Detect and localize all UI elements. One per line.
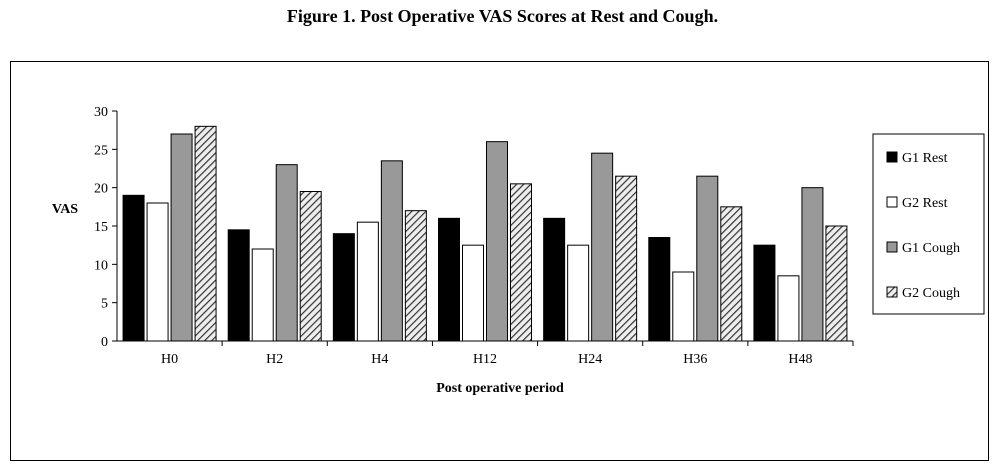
- x-tick-label: H48: [788, 352, 812, 367]
- bar-g1-cough-h2: [275, 164, 298, 342]
- bar-g1-rest-h24: [543, 217, 566, 342]
- bar-g2-rest-h48: [777, 275, 800, 342]
- legend-label: G1 Cough: [902, 241, 960, 256]
- y-tick-label: 20: [94, 182, 108, 197]
- bar-g2-rest-h24: [567, 244, 590, 342]
- bar-g2-rest-h12: [462, 244, 484, 342]
- legend-label: G2 Cough: [902, 286, 960, 301]
- y-tick-label: 0: [101, 335, 108, 350]
- y-axis-title: VAS: [52, 202, 78, 217]
- bar-g2-cough-h12: [510, 183, 532, 342]
- bar-g2-rest-h0: [146, 202, 169, 342]
- y-tick-label: 15: [94, 220, 108, 235]
- y-tick-label: 30: [94, 105, 108, 120]
- bar-g2-cough-h4: [404, 210, 427, 342]
- legend-box: [872, 133, 985, 315]
- y-tick-label: 5: [101, 297, 108, 312]
- bar-g2-cough-h36: [720, 206, 743, 342]
- bar-g1-rest-h48: [753, 244, 776, 342]
- legend-label: G2 Rest: [902, 196, 948, 211]
- figure-title: Figure 1. Post Operative VAS Scores at R…: [286, 6, 719, 26]
- bar-g1-cough-h24: [591, 152, 614, 342]
- x-tick-label: H12: [473, 352, 497, 367]
- y-tick-label: 10: [94, 258, 108, 273]
- x-tick-label: H2: [266, 352, 283, 367]
- legend-swatch: [886, 286, 898, 298]
- bar-g1-rest-h4: [332, 233, 355, 342]
- y-tick-label: 25: [94, 143, 108, 158]
- legend-swatch: [886, 196, 898, 208]
- x-axis-title: Post operative period: [436, 381, 564, 396]
- bar-g1-cough-h0: [170, 133, 193, 342]
- bar-g1-rest-h2: [227, 229, 250, 342]
- x-tick-label: H0: [161, 352, 178, 367]
- bar-g1-rest-h36: [648, 237, 671, 342]
- bar-g2-rest-h36: [672, 271, 695, 342]
- bar-g2-cough-h48: [825, 225, 848, 342]
- bar-g2-cough-h24: [615, 175, 638, 342]
- bar-g1-rest-h0: [122, 194, 145, 342]
- bar-g1-cough-h4: [380, 160, 403, 342]
- bar-g1-rest-h12: [438, 217, 460, 342]
- bar-g2-rest-h4: [356, 221, 379, 342]
- bar-g2-cough-h2: [299, 191, 322, 342]
- bar-g2-cough-h0: [194, 125, 217, 342]
- x-tick-label: H36: [683, 352, 707, 367]
- bar-g1-cough-h48: [801, 187, 824, 342]
- legend-swatch: [886, 241, 898, 253]
- bar-g1-cough-h12: [486, 141, 508, 342]
- legend-label: G1 Rest: [902, 151, 948, 166]
- bar-g2-rest-h2: [251, 248, 274, 342]
- bar-g1-cough-h36: [696, 175, 719, 342]
- chart-frame: [10, 61, 989, 461]
- x-tick-label: H24: [578, 352, 602, 367]
- legend-swatch: [886, 151, 898, 163]
- x-tick-label: H4: [371, 352, 388, 367]
